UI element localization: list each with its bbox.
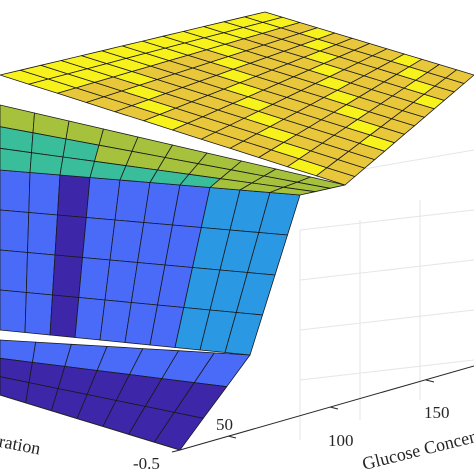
surface-patch <box>57 174 91 218</box>
x-axis-label: Glucose Concentration <box>360 414 474 473</box>
surface-patch <box>49 294 80 338</box>
y-tick-mark <box>171 449 181 453</box>
surface-patch <box>82 217 116 261</box>
grid-line <box>299 259 474 281</box>
surface-patch <box>0 209 30 253</box>
surface-patch <box>54 214 87 258</box>
surface-patch <box>27 212 58 256</box>
surface-patch <box>85 177 121 221</box>
surface-patch <box>52 254 83 298</box>
y-axis-line <box>0 394 181 451</box>
surface-patch <box>269 186 316 196</box>
x-tick-label: 100 <box>328 431 354 450</box>
x-tick-mark <box>329 406 339 410</box>
grid-line <box>299 359 474 381</box>
grid-line <box>299 309 474 331</box>
x-tick-label: 50 <box>216 415 233 434</box>
surface-patch <box>24 292 53 336</box>
y-tick-label: -0.5 <box>133 454 160 473</box>
surface-patch <box>78 257 111 301</box>
surface-patch <box>0 249 28 293</box>
surface-patch <box>0 289 27 333</box>
surface-patch <box>445 69 474 84</box>
surface-patch <box>0 147 32 173</box>
surface-patch <box>29 152 64 176</box>
grid-line <box>299 209 474 231</box>
surface-patch <box>28 172 61 216</box>
surface-mesh <box>0 11 474 451</box>
x-tick-mark <box>227 435 237 439</box>
y-axis-label: Concentration <box>0 419 42 458</box>
surface-patch <box>0 169 31 213</box>
surface-patch <box>25 252 56 296</box>
x-tick-mark <box>425 379 435 383</box>
x-tick-label: 150 <box>424 403 450 422</box>
surface-patch <box>224 312 263 356</box>
